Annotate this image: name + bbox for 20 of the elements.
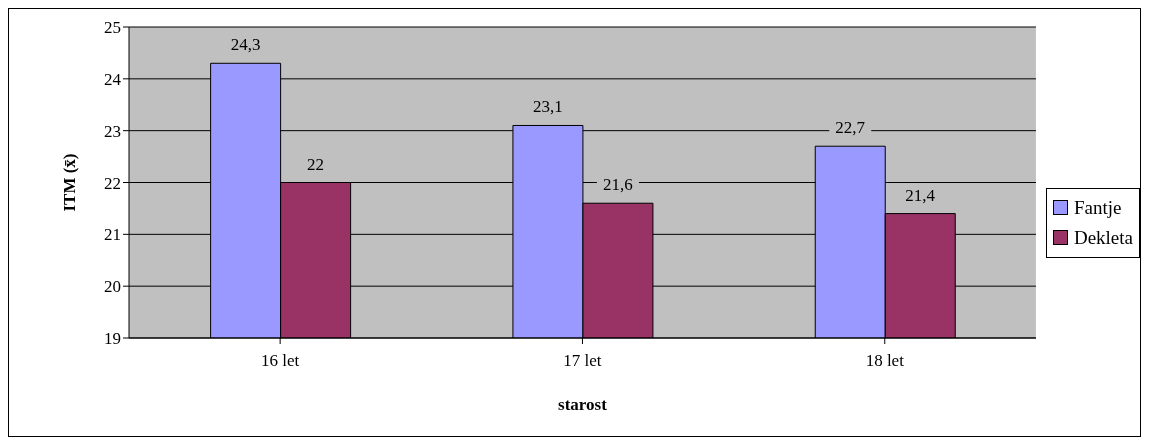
x-tick-label: 18 let [865,351,905,371]
data-label: 21,6 [603,175,633,195]
data-label: 24,3 [230,35,261,55]
y-axis-title: ITM (x̄) [60,153,80,212]
x-tick-label: 17 let [563,351,602,371]
y-tick-label: 24 [104,69,122,89]
y-tick-label: 23 [104,121,121,141]
data-label: 23,1 [533,97,563,117]
x-axis-title: starost [558,395,608,414]
y-tick-label: 20 [104,277,121,297]
data-label: 22 [307,154,325,174]
data-label: 21,4 [905,185,936,205]
x-tick-label: 16 let [261,351,300,371]
y-tick-label: 25 [104,18,121,38]
y-tick-label: 19 [104,329,121,349]
data-label: 22,7 [835,118,866,138]
legend-label: Fantje [1073,195,1122,220]
y-tick-label: 21 [104,225,121,245]
y-tick-label: 22 [104,173,121,193]
legend-label: Dekleta [1073,225,1133,250]
